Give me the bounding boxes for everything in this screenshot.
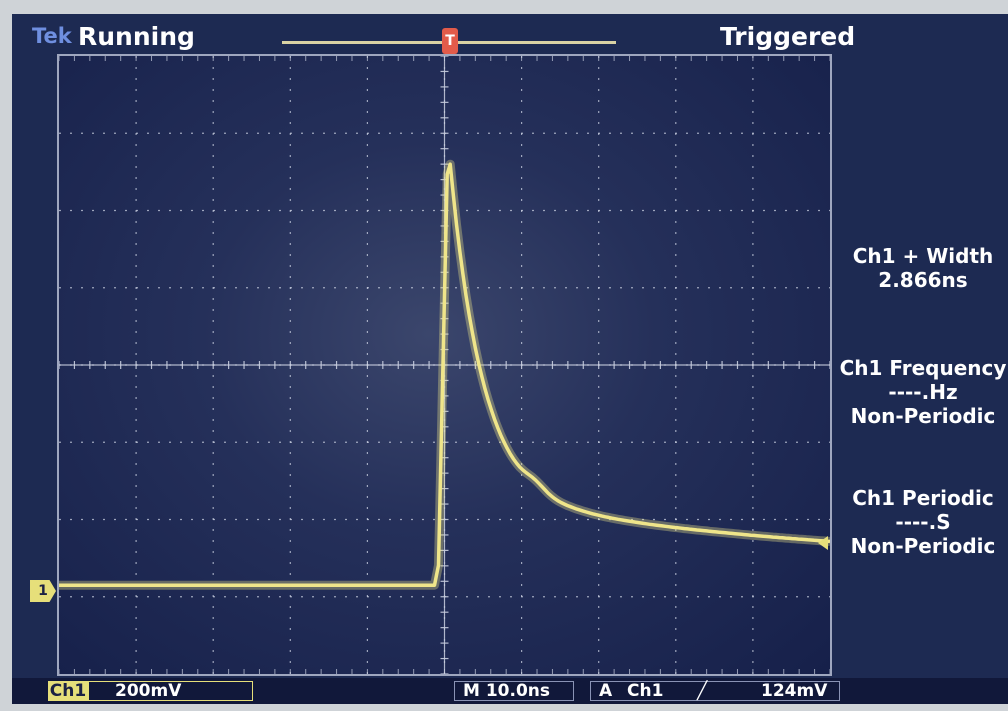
measurement-note: Non-Periodic (850, 534, 996, 558)
measurement-title: Ch1 Periodic (852, 486, 994, 510)
trigger-source: Ch1 (627, 681, 664, 701)
measurement-value: 2.866ns (878, 268, 968, 292)
channel1-ground-marker[interactable]: 1 (30, 580, 56, 602)
readout-bar (12, 678, 1008, 704)
measurement-title: Ch1 + Width (852, 244, 994, 268)
oscilloscope-screen: Tek Running T T Triggered 1 Ch1 + Width … (12, 14, 1008, 704)
ch1-waveform-trace (59, 162, 830, 587)
acquisition-status: Running (78, 22, 195, 51)
channel1-badge[interactable]: Ch1 (48, 681, 88, 701)
measurement-frequency[interactable]: Ch1 Frequency ----.Hz Non-Periodic (838, 356, 1008, 428)
measurement-period[interactable]: Ch1 Periodic ----.S Non-Periodic (838, 486, 1008, 558)
measurement-width[interactable]: Ch1 + Width 2.866ns (838, 244, 1008, 292)
waveform-graticule (57, 54, 832, 676)
measurement-value: ----.S (895, 510, 951, 534)
trigger-level-arrow-icon[interactable] (818, 536, 828, 550)
measurement-title: Ch1 Frequency (839, 356, 1007, 380)
trigger-status: Triggered (720, 22, 856, 51)
trigger-marker-icon[interactable]: T (442, 28, 458, 54)
timebase-readout[interactable]: M 10.0ns (454, 681, 574, 701)
trigger-slope-icon: ╱ (697, 681, 708, 701)
trigger-mode: A (599, 681, 613, 701)
volts-per-div-readout[interactable]: 200mV (88, 681, 253, 701)
measurement-panel: Ch1 + Width 2.866ns Ch1 Frequency ----.H… (838, 14, 1008, 704)
graticule-svg (59, 56, 830, 674)
measurement-note: Non-Periodic (850, 404, 996, 428)
brand-logo: Tek (32, 24, 72, 48)
trigger-readout[interactable]: A Ch1 ╱ 124mV (590, 681, 840, 701)
measurement-value: ----.Hz (888, 380, 958, 404)
trigger-level: 124mV (761, 681, 828, 701)
